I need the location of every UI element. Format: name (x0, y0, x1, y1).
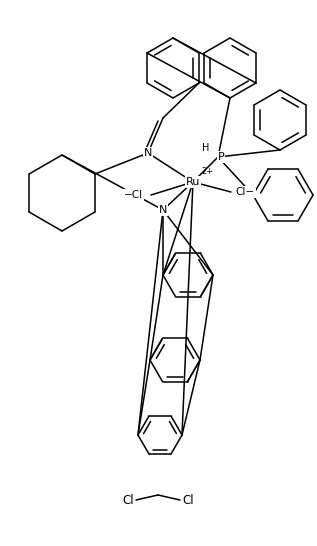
Text: N: N (144, 148, 152, 158)
Text: Cl: Cl (122, 494, 134, 507)
Text: Ru: Ru (186, 177, 200, 187)
Text: −Cl: −Cl (123, 190, 143, 200)
Text: N: N (159, 205, 167, 215)
Text: Cl: Cl (182, 494, 194, 507)
Text: P: P (218, 152, 224, 162)
Text: Cl−: Cl− (236, 187, 255, 197)
Text: 2+: 2+ (201, 168, 213, 176)
Text: H: H (202, 143, 210, 153)
